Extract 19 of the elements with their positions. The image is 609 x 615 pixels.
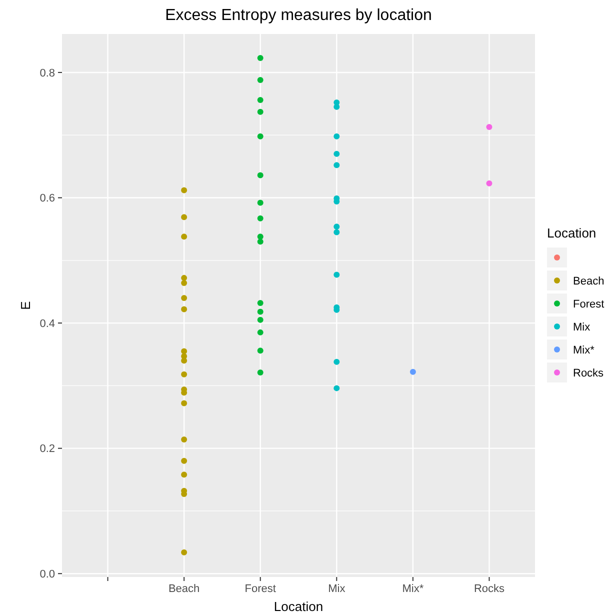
x-tick-label: Beach (168, 583, 200, 595)
y-tick-label: 0.8 (40, 67, 55, 80)
legend-label: Mix* (573, 344, 596, 356)
legend-label: Forest (573, 298, 604, 310)
x-tick-label: Mix* (402, 583, 424, 595)
legend-title: Location (547, 226, 596, 240)
legend-label: Beach (573, 276, 604, 288)
y-tick-label: 0.6 (40, 192, 55, 205)
x-axis-title: Location (274, 599, 324, 614)
x-tick-label: Forest (244, 583, 276, 595)
y-axis-title: E (18, 300, 33, 310)
y-tick-label: 0.2 (40, 443, 55, 456)
chart-title: Excess Entropy measures by location (165, 7, 432, 24)
y-tick-label: 0.4 (40, 318, 55, 330)
y-tick-label: 0.0 (40, 568, 55, 580)
legend-label: Mix (573, 322, 591, 334)
x-tick-label: Rocks (474, 583, 506, 595)
legend-label: Rocks (573, 368, 604, 380)
x-tick-label: Mix (328, 583, 346, 595)
